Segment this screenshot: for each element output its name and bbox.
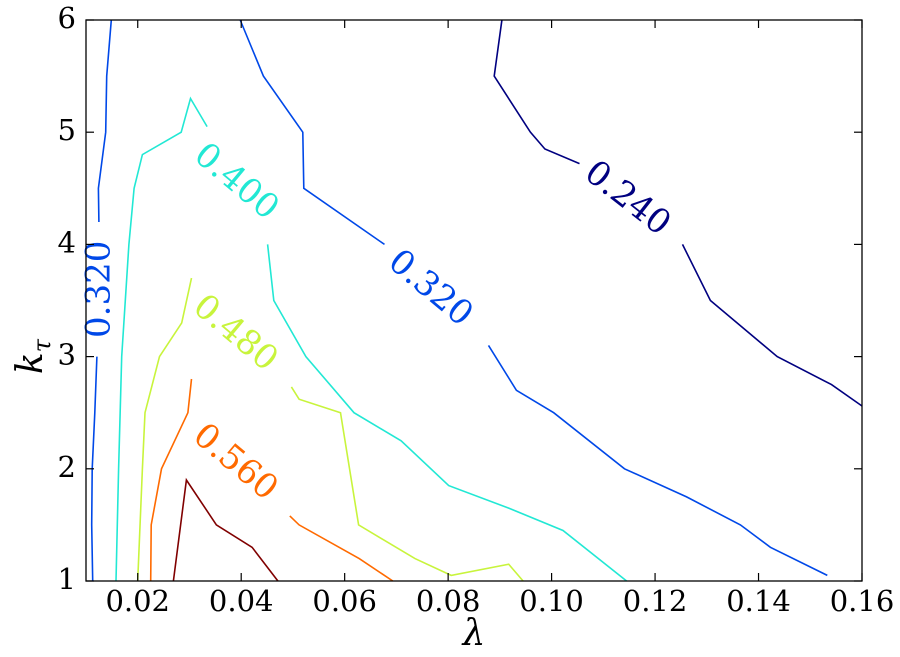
plot-frame xyxy=(85,19,863,582)
contour-label-0-560-0: 0.560 xyxy=(186,415,286,508)
contour-line-0.240-0 xyxy=(493,19,580,165)
contour-label-0-320-0: 0.320 xyxy=(381,241,481,334)
x-axis-ticks: 0.02 0.04 0.06 0.08 0.10 0.12 0.14 0.16 xyxy=(105,20,894,618)
y-axis-ticks: 1 2 3 4 5 6 xyxy=(58,1,862,596)
contour-line-0.240-1 xyxy=(681,244,863,407)
contour-line-0.320-2 xyxy=(97,19,113,223)
y-tick-label: 2 xyxy=(58,450,76,484)
x-tick-label: 0.08 xyxy=(416,584,481,618)
x-tick-label: 0.06 xyxy=(312,584,377,618)
y-axis-label-main: k xyxy=(10,352,51,374)
y-tick-label: 5 xyxy=(58,113,76,147)
y-axis-label: kτ xyxy=(10,338,56,374)
contour-line-0.560-0 xyxy=(149,378,193,582)
x-tick-label: 0.16 xyxy=(830,584,895,618)
contour-line-0.480-0 xyxy=(136,277,193,582)
contour-line-inner-0 xyxy=(172,477,279,582)
y-tick-label: 6 xyxy=(58,1,76,35)
contour-line-0.320-1 xyxy=(487,344,828,577)
contour-line-0.560-1 xyxy=(289,515,394,582)
contour-label-0-480-0: 0.480 xyxy=(186,286,286,379)
x-tick-label: 0.04 xyxy=(209,584,274,618)
x-tick-label: 0.10 xyxy=(519,584,584,618)
y-tick-label: 4 xyxy=(58,225,76,259)
x-tick-label: 0.12 xyxy=(623,584,688,618)
y-tick-label: 3 xyxy=(58,338,76,372)
contour-line-0.400-1 xyxy=(266,244,628,582)
contour-line-0.400-0 xyxy=(115,96,208,582)
x-axis-label: λ xyxy=(461,613,486,652)
y-axis-label-subscript: τ xyxy=(28,338,56,352)
contour-label-0-400-0: 0.400 xyxy=(187,135,287,228)
contour-line-0.320-0 xyxy=(239,19,385,246)
y-tick-label: 1 xyxy=(58,562,76,596)
x-tick-label: 0.02 xyxy=(105,584,170,618)
x-tick-label: 0.14 xyxy=(726,584,791,618)
contour-label-0-320-1: 0.320 xyxy=(78,241,118,338)
contour-line-0.480-1 xyxy=(290,386,524,582)
contour-label-0-240-0: 0.240 xyxy=(577,152,678,243)
